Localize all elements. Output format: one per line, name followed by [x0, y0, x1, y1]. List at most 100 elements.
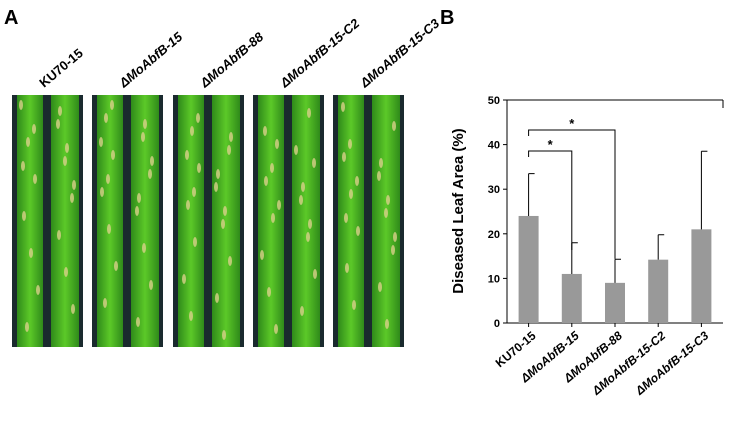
lesion — [214, 182, 218, 192]
lesion — [294, 145, 298, 155]
bar — [691, 229, 712, 323]
lesion — [107, 224, 111, 234]
lesion — [136, 317, 140, 327]
lesion — [355, 176, 359, 186]
lesion — [386, 195, 390, 205]
lesion — [137, 193, 141, 203]
lesion — [29, 248, 33, 258]
y-tick-label: 30 — [488, 184, 500, 196]
error-bar — [614, 258, 621, 283]
lesion — [148, 169, 152, 179]
lesion — [260, 250, 264, 260]
lesion — [150, 156, 154, 166]
lesion — [348, 139, 352, 149]
leaf — [292, 95, 320, 347]
lesion — [221, 219, 225, 229]
lesion — [21, 161, 25, 171]
leaf — [258, 95, 284, 347]
x-tick-label: ΔMoAbfB-15-C3 — [632, 328, 712, 398]
lesion — [307, 108, 311, 118]
lesion — [271, 213, 275, 223]
lesion — [275, 139, 279, 149]
leaf — [51, 95, 79, 347]
lesion — [300, 306, 304, 316]
lesion — [141, 132, 145, 142]
panel-label: A — [4, 7, 18, 29]
lesion — [223, 206, 227, 216]
lesion — [143, 119, 147, 129]
lesion — [19, 100, 23, 110]
y-tick-label: 50 — [488, 95, 500, 107]
lesion — [64, 267, 68, 277]
lesion — [349, 189, 353, 199]
lesion — [345, 263, 349, 273]
photo-label: ΔMoAbfB-15 — [116, 29, 186, 91]
leaf — [372, 95, 400, 347]
lesion — [229, 132, 233, 142]
lesion — [25, 322, 29, 332]
lesion — [342, 152, 346, 162]
leaf — [97, 95, 123, 347]
lesion — [149, 280, 153, 290]
x-tick-label: ΔMoAbfB-15-C2 — [589, 328, 669, 398]
bar — [518, 215, 539, 323]
lesion — [392, 121, 396, 131]
lesion — [264, 176, 268, 186]
lesion — [222, 330, 226, 340]
lesion — [103, 298, 107, 308]
lesion — [57, 230, 61, 240]
lesion — [277, 200, 281, 210]
lesion — [344, 213, 348, 223]
significance-label: * — [548, 137, 554, 152]
error-bar — [700, 150, 708, 230]
lesion — [58, 106, 62, 116]
error-bar — [657, 234, 665, 260]
lesion — [384, 208, 388, 218]
photo-label: ΔMoAbfB-15-C2 — [277, 15, 363, 91]
bar — [561, 273, 582, 323]
lesion — [70, 193, 74, 203]
panel-label: B — [440, 7, 454, 29]
lesion — [63, 156, 67, 166]
lesion — [71, 304, 75, 314]
error-bar — [528, 173, 535, 216]
lesion — [215, 293, 219, 303]
lesion — [182, 274, 186, 284]
lesion — [299, 195, 303, 205]
lesion — [192, 187, 196, 197]
lesion — [65, 143, 69, 153]
lesion — [72, 180, 76, 190]
lesion — [313, 269, 317, 279]
lesion — [270, 163, 274, 173]
lesion — [196, 113, 200, 123]
bar — [605, 282, 625, 323]
y-tick-label: 40 — [488, 140, 500, 152]
lesion — [111, 150, 115, 160]
y-tick-label: 0 — [494, 318, 500, 330]
lesion — [22, 211, 26, 221]
lesion — [104, 113, 108, 123]
lesion — [193, 237, 197, 247]
lesion — [110, 100, 114, 110]
lesion — [135, 206, 139, 216]
y-axis-title: Diseased Leaf Area (%) — [450, 128, 467, 293]
lesion — [228, 256, 232, 266]
photo-label: ΔMoAbfB-88 — [197, 29, 267, 91]
lesion — [185, 150, 189, 160]
lesion — [391, 245, 395, 255]
leaf — [338, 95, 364, 347]
lesion — [190, 126, 194, 136]
lesion — [227, 145, 231, 155]
y-tick-label: 20 — [488, 229, 500, 241]
lesion — [56, 119, 60, 129]
lesion — [197, 163, 201, 173]
lesion — [26, 137, 30, 147]
lesion — [393, 232, 397, 242]
leaf — [178, 95, 204, 347]
significance-bracket — [528, 129, 616, 259]
lesion — [114, 261, 118, 271]
lesion — [33, 174, 37, 184]
bar — [648, 259, 669, 323]
lesion — [263, 126, 267, 136]
